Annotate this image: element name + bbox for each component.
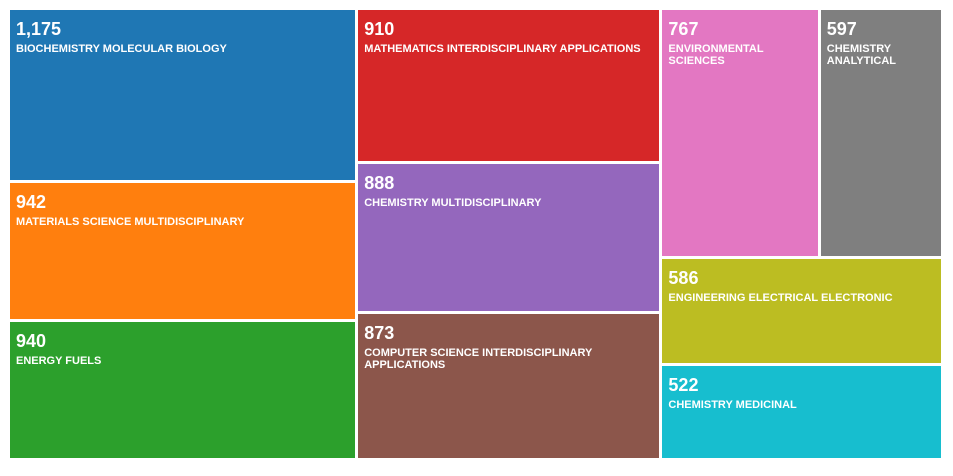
treemap-tile: 940 ENERGY FUELS bbox=[10, 322, 356, 458]
tile-label: ENERGY FUELS bbox=[16, 355, 102, 368]
tile-label: ENVIRONMENTAL SCIENCES bbox=[668, 43, 764, 67]
tile-value: 942 bbox=[16, 192, 47, 213]
tile-value: 910 bbox=[364, 19, 395, 39]
tile-label: MATERIALS SCIENCE MULTIDISCIPLINARY bbox=[16, 216, 245, 229]
tile-value: 597 bbox=[826, 19, 857, 39]
treemap-tile: 888 CHEMISTRY MULTIDISCIPLINARY bbox=[358, 163, 660, 311]
treemap-tile: 767 ENVIRONMENTAL SCIENCES bbox=[662, 10, 818, 256]
treemap-tile: 910 MATHEMATICS INTERDISCIPLINARY APPLICA… bbox=[358, 10, 660, 161]
tile-label: COMPUTER SCIENCE INTERDISCIPLINARY APPLI… bbox=[364, 346, 593, 371]
tile-label: BIOCHEMISTRY MOLECULAR BIOLOGY bbox=[16, 43, 227, 55]
tile-label: CHEMISTRY MEDICINAL bbox=[668, 398, 797, 411]
treemap-tile: 586 ENGINEERING ELECTRICAL ELECTRONIC bbox=[662, 258, 941, 363]
tile-value: 522 bbox=[668, 374, 699, 395]
tile-label: ENGINEERING ELECTRICAL ELECTRONIC bbox=[668, 291, 893, 304]
tile-value: 888 bbox=[364, 172, 395, 193]
tile-value: 767 bbox=[668, 19, 699, 39]
treemap-tile: 1,175 BIOCHEMISTRY MOLECULAR BIOLOGY bbox=[10, 10, 356, 181]
treemap-tile: 522 CHEMISTRY MEDICINAL bbox=[662, 365, 941, 458]
treemap-tile: 597 CHEMISTRY ANALYTICAL bbox=[820, 10, 941, 256]
tile-value: 873 bbox=[364, 322, 395, 343]
tile-value: 1,175 bbox=[16, 19, 62, 39]
tile-value: 940 bbox=[16, 331, 47, 352]
tile-label: CHEMISTRY MULTIDISCIPLINARY bbox=[364, 196, 542, 209]
tile-value: 586 bbox=[668, 267, 699, 288]
tile-label: CHEMISTRY ANALYTICAL bbox=[826, 43, 897, 67]
tile-label: MATHEMATICS INTERDISCIPLINARY APPLICATIO… bbox=[364, 43, 641, 55]
treemap-tile: 873 COMPUTER SCIENCE INTERDISCIPLINARY AP… bbox=[358, 313, 660, 458]
treemap-tile: 942 MATERIALS SCIENCE MULTIDISCIPLINARY bbox=[10, 183, 356, 320]
